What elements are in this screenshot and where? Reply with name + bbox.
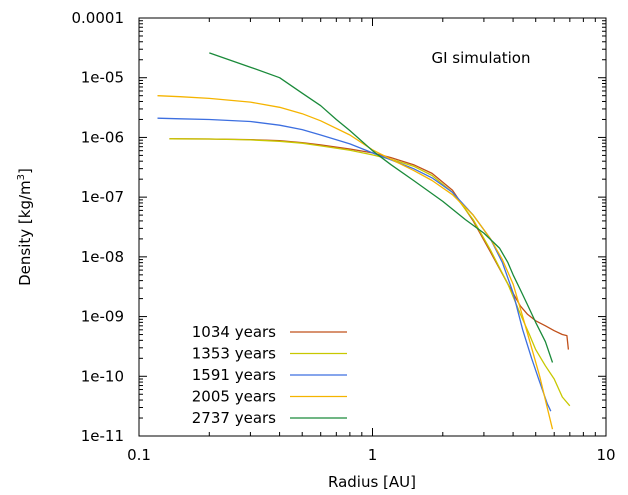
- y-tick-label: 1e-07: [81, 188, 124, 206]
- y-tick-label: 1e-10: [81, 367, 124, 385]
- legend-label-5: 2737 years: [192, 409, 276, 427]
- y-axis-ticks: 1e-11 1e-10 1e-09 1e-08 1e-07 1e-06 1e-05 0.000…: [72, 9, 606, 445]
- series-line-3: [157, 117, 552, 412]
- legend: 1034 years 1353 years 1591 years 2005 years…: [192, 323, 347, 427]
- y-axis-label: Density [kg/m3]: [16, 168, 34, 286]
- legend-label-2: 1353 years: [192, 345, 276, 363]
- series-line-4: [157, 95, 554, 430]
- x-tick-label: 10: [596, 446, 615, 464]
- y-tick-label: 1e-09: [81, 308, 124, 326]
- y-tick-label: 0.0001: [72, 9, 125, 27]
- x-axis-ticks: 0.1 1 10: [127, 18, 616, 464]
- y-tick-label: 1e-05: [81, 69, 124, 87]
- y-axis-label-main: Density [kg/m: [16, 180, 34, 286]
- y-axis-label-superscript: 3: [16, 174, 27, 180]
- x-tick-label: 0.1: [127, 446, 151, 464]
- series-line-5: [209, 52, 554, 363]
- chart-annotation: GI simulation: [431, 49, 530, 67]
- y-tick-label: 1e-11: [81, 427, 124, 445]
- x-axis-label: Radius [AU]: [328, 473, 416, 491]
- y-tick-label: 1e-06: [81, 128, 124, 146]
- y-axis-label-end: ]: [16, 168, 34, 174]
- series-line-2: [169, 138, 571, 407]
- plot-series-group: [157, 52, 571, 430]
- series-line-1: [169, 138, 570, 350]
- legend-label-4: 2005 years: [192, 388, 276, 406]
- x-tick-label: 1: [368, 446, 378, 464]
- y-tick-label: 1e-08: [81, 248, 124, 266]
- legend-label-3: 1591 years: [192, 366, 276, 384]
- legend-label-1: 1034 years: [192, 323, 276, 341]
